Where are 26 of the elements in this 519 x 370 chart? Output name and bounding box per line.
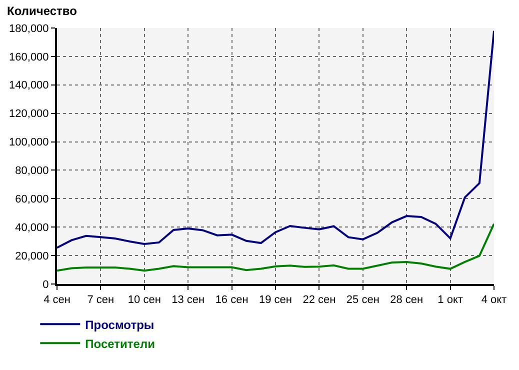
y-axis-title: Количество xyxy=(7,4,77,18)
x-tick-label: 4 окт xyxy=(481,294,507,306)
x-tick-label: 4 сен xyxy=(44,294,70,306)
y-tick-label: 20,000 xyxy=(15,250,49,262)
x-tick-label: 25 сен xyxy=(346,294,380,306)
x-tick-label: 13 сен xyxy=(172,294,205,306)
y-tick-label: 40,000 xyxy=(15,222,49,234)
y-tick-label: 140,000 xyxy=(9,80,49,92)
x-tick-label: 28 сен xyxy=(390,294,424,306)
y-tick-label: 0 xyxy=(42,278,49,291)
y-tick-label: 80,000 xyxy=(15,165,49,178)
legend-label: Посетители xyxy=(85,336,155,351)
y-tick-label: 60,000 xyxy=(15,194,49,206)
y-tick-label: 160,000 xyxy=(9,51,49,64)
x-tick-label: 19 сен xyxy=(259,294,292,306)
line-series xyxy=(57,222,494,272)
x-tick-label: 1 окт xyxy=(438,294,463,306)
x-tick-label: 7 сен xyxy=(87,294,114,306)
line-series xyxy=(57,30,494,249)
legend-label: Просмотры xyxy=(85,318,154,332)
y-tick-label: 180,000 xyxy=(9,22,49,35)
x-tick-label: 16 сен xyxy=(215,294,248,306)
x-tick-label: 22 сен xyxy=(302,294,336,306)
x-tick-label: 10 сен xyxy=(128,294,161,306)
y-tick-label: 100,000 xyxy=(9,136,49,149)
y-tick-label: 120,000 xyxy=(9,108,49,120)
